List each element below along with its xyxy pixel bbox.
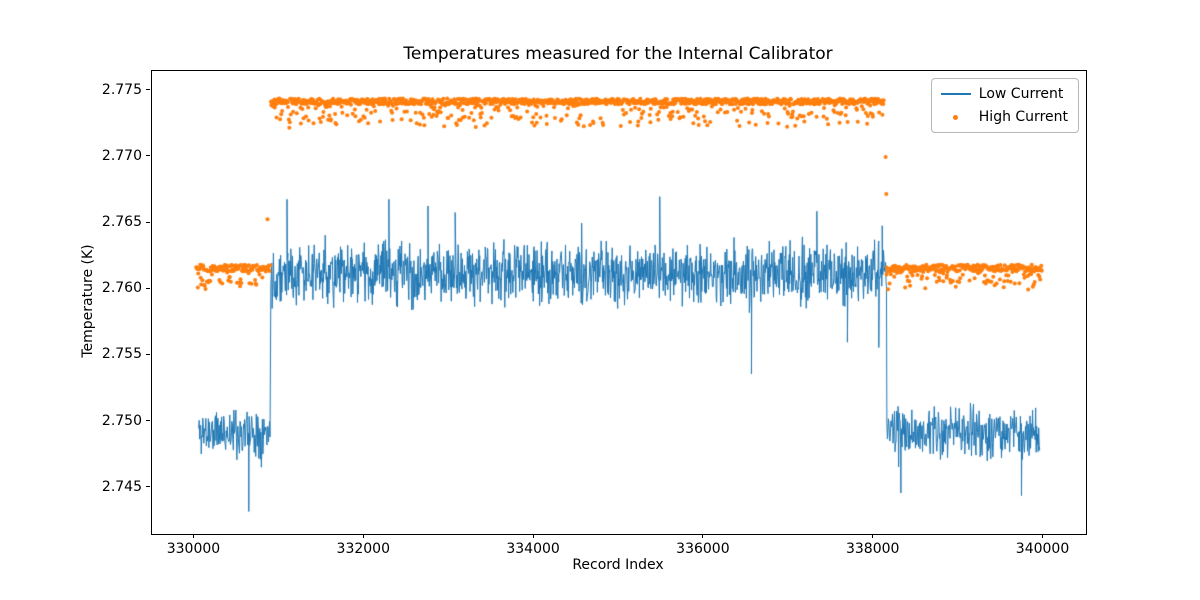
- y-tick-label: 2.765: [101, 214, 142, 231]
- y-tick-mark: [146, 353, 150, 355]
- x-tick-mark: [702, 534, 704, 538]
- y-tick-label: 2.755: [101, 346, 142, 363]
- x-axis-label: Record Index: [572, 557, 664, 573]
- legend-item: High Current: [941, 109, 1068, 125]
- x-tick-label: 340000: [1015, 541, 1070, 557]
- y-tick-mark: [146, 486, 150, 488]
- x-tick-label: 338000: [845, 541, 900, 557]
- x-tick-mark: [362, 534, 364, 538]
- y-tick-mark: [146, 287, 150, 289]
- y-tick-mark: [146, 221, 150, 223]
- legend-item-label: Low Current: [978, 86, 1064, 102]
- y-tick-label: 2.760: [101, 280, 142, 297]
- plot-area: Low Current High Current: [151, 70, 1087, 535]
- y-axis-label: Temperature (K): [80, 244, 96, 358]
- x-tick-label: 330000: [166, 541, 221, 557]
- x-tick-mark: [1042, 534, 1044, 538]
- x-tick-mark: [192, 534, 194, 538]
- legend: Low Current High Current: [930, 78, 1079, 133]
- x-tick-label: 334000: [506, 541, 560, 557]
- legend-dot-sample: [941, 110, 971, 124]
- y-tick-mark: [146, 155, 150, 157]
- x-tick-mark: [872, 534, 874, 538]
- plot-canvas: [152, 71, 1086, 534]
- y-tick-mark: [146, 89, 150, 91]
- x-tick-mark: [532, 534, 534, 538]
- y-tick-label: 2.770: [101, 147, 142, 164]
- y-tick-label: 2.750: [101, 412, 142, 429]
- legend-line-sample: [940, 87, 971, 101]
- x-tick-label: 336000: [676, 541, 730, 557]
- y-tick-label: 2.775: [101, 81, 142, 98]
- legend-item: Low Current: [940, 86, 1068, 102]
- y-tick-mark: [146, 420, 150, 422]
- y-tick-label: 2.745: [101, 478, 142, 495]
- legend-item-label: High Current: [978, 109, 1068, 125]
- chart-title: Temperatures measured for the Internal C…: [403, 44, 833, 64]
- x-tick-label: 332000: [336, 541, 390, 557]
